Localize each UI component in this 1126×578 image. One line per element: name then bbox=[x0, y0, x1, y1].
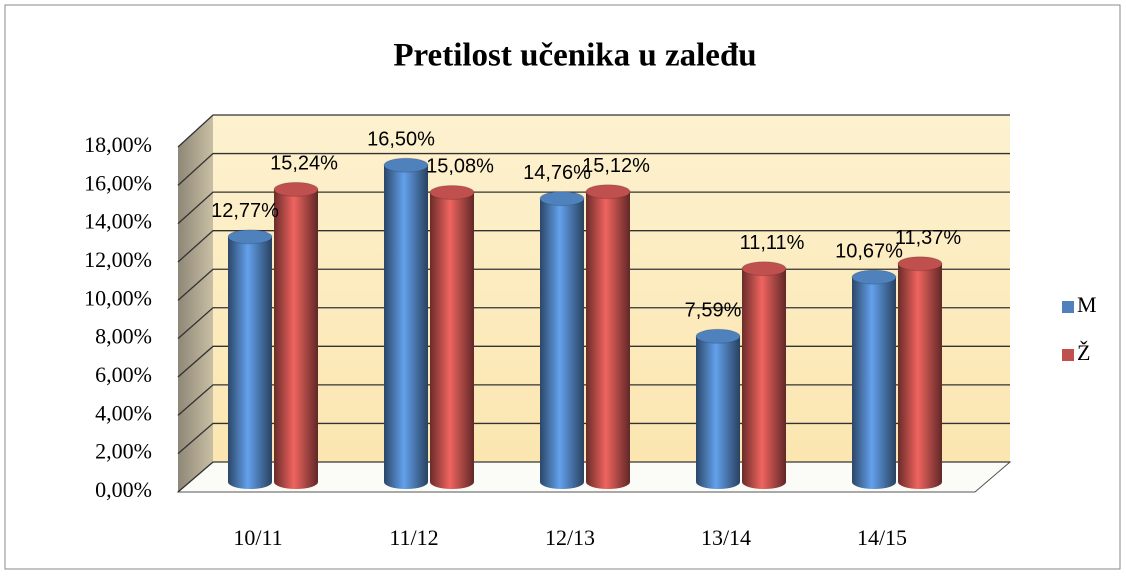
value-label: 15,12% bbox=[582, 155, 650, 177]
bar-top bbox=[429, 184, 475, 200]
y-tick-label: 2,00% bbox=[95, 439, 152, 464]
grid-line bbox=[177, 230, 1010, 263]
bar-body bbox=[696, 336, 740, 489]
legend-label: M bbox=[1077, 292, 1097, 317]
bar-top bbox=[897, 256, 943, 272]
value-label: 15,24% bbox=[270, 153, 338, 175]
bar bbox=[897, 256, 943, 489]
y-tick-label: 16,00% bbox=[84, 170, 152, 195]
y-tick-label: 12,00% bbox=[84, 247, 152, 272]
bar bbox=[695, 328, 741, 489]
grid-line bbox=[177, 114, 1010, 148]
legend-swatch bbox=[1062, 349, 1074, 361]
bar-top bbox=[851, 269, 897, 285]
legend-label: Ž bbox=[1077, 340, 1090, 365]
x-tick-label: 14/15 bbox=[857, 525, 907, 550]
bar-top bbox=[539, 191, 585, 207]
bar-top bbox=[695, 328, 741, 344]
bar bbox=[585, 184, 631, 490]
value-label: 16,50% bbox=[367, 128, 435, 150]
bar-top bbox=[585, 184, 631, 200]
x-tick-label: 10/11 bbox=[233, 525, 282, 550]
bar-body bbox=[742, 268, 786, 489]
bar bbox=[383, 157, 429, 489]
y-tick-label: 4,00% bbox=[95, 400, 152, 425]
legend-swatch bbox=[1062, 301, 1074, 313]
bar bbox=[539, 191, 585, 489]
side-wall bbox=[178, 115, 213, 492]
value-label: 15,08% bbox=[426, 156, 494, 178]
x-tick-label: 11/12 bbox=[389, 525, 438, 550]
bar-top bbox=[383, 157, 429, 173]
chart-title: Pretilost učenika u zaleđu bbox=[393, 38, 756, 74]
bar-top bbox=[227, 229, 273, 245]
value-label: 11,37% bbox=[895, 227, 962, 249]
bar bbox=[227, 229, 273, 489]
bar-body bbox=[274, 189, 318, 489]
y-tick-label: 8,00% bbox=[95, 324, 152, 349]
x-tick-label: 13/14 bbox=[701, 525, 751, 550]
value-label: 11,11% bbox=[740, 232, 805, 254]
value-label: 7,59% bbox=[685, 300, 742, 322]
bar-top bbox=[273, 181, 319, 197]
bar bbox=[741, 261, 787, 489]
bar-body bbox=[228, 236, 272, 489]
bar bbox=[429, 184, 475, 490]
bar-body bbox=[540, 198, 584, 489]
value-label: 14,76% bbox=[523, 162, 591, 184]
y-tick-label: 14,00% bbox=[84, 209, 152, 234]
y-tick-label: 10,00% bbox=[84, 285, 152, 310]
y-tick-label: 18,00% bbox=[84, 132, 152, 157]
bar-body bbox=[384, 165, 428, 489]
y-tick-label: 0,00% bbox=[95, 477, 152, 502]
bar-body bbox=[898, 263, 942, 489]
y-tick-label: 6,00% bbox=[95, 362, 152, 387]
bar-body bbox=[586, 191, 630, 490]
bar bbox=[851, 269, 897, 489]
x-tick-label: 12/13 bbox=[545, 525, 595, 550]
grid-line bbox=[177, 152, 1010, 186]
bar-body bbox=[430, 192, 474, 490]
value-label: 10,67% bbox=[835, 240, 903, 262]
bar bbox=[273, 181, 319, 489]
bar-body bbox=[852, 277, 896, 489]
grid-line bbox=[177, 191, 1010, 225]
value-label: 12,77% bbox=[211, 200, 279, 222]
bar-top bbox=[741, 261, 787, 277]
